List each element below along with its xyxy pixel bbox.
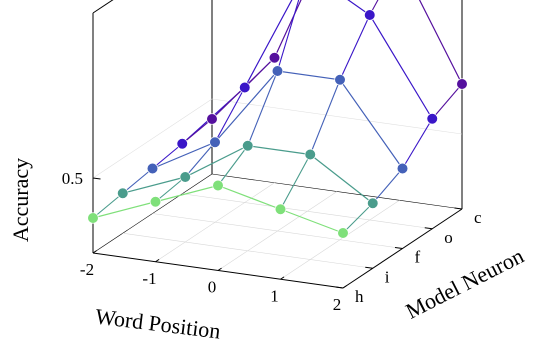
x-tick-mark <box>92 250 97 254</box>
data-point-f <box>271 65 284 77</box>
y-tick-label: c <box>474 208 482 227</box>
data-point-h <box>337 227 349 239</box>
cross-line <box>431 83 463 120</box>
cross-line <box>342 202 374 234</box>
z-tick-mark <box>92 177 101 180</box>
y-tick-label: o <box>444 228 453 247</box>
tick-labels: -2 -1 0 1 2 h i f o c 0.5 <box>62 169 482 314</box>
cross-line <box>214 87 246 143</box>
floor-grid-line <box>280 200 400 280</box>
x-tick-label: -2 <box>80 260 94 279</box>
data-point-h <box>212 179 224 192</box>
top-left-edge <box>92 0 114 14</box>
y-tick-mark <box>365 266 373 269</box>
x-tick-label: 1 <box>270 286 279 305</box>
z-grid-line <box>211 98 463 135</box>
y-tick-label: f <box>415 248 421 267</box>
cross-line <box>369 0 379 16</box>
cross-line <box>276 0 300 72</box>
data-point-h <box>149 196 162 208</box>
cross-line <box>372 168 403 204</box>
x-tick-mark <box>217 267 222 271</box>
data-point-i <box>304 148 316 161</box>
cross-line <box>309 79 341 155</box>
data-point-i <box>242 140 254 152</box>
data-point-o <box>239 81 251 94</box>
y-tick-mark <box>394 246 403 249</box>
data-point-i <box>367 197 379 209</box>
cross-line <box>402 118 433 169</box>
data-points <box>87 9 468 239</box>
series-lines <box>92 0 463 234</box>
y-tick-label: i <box>385 267 390 286</box>
cross-line <box>155 176 186 203</box>
cross-line <box>152 143 183 169</box>
data-point-h <box>274 203 287 215</box>
data-point-c <box>268 52 281 64</box>
z-grid-line <box>92 98 213 179</box>
y-tick-label: h <box>355 287 364 306</box>
cross-line <box>181 118 213 145</box>
cross-lines <box>92 0 463 234</box>
data-point-i <box>179 171 191 183</box>
data-point-c <box>206 113 218 125</box>
data-point-i <box>117 187 129 199</box>
y-tick-mark <box>454 207 463 210</box>
cross-line <box>247 70 279 146</box>
data-point-c <box>456 78 468 90</box>
z-tick-label: 0.5 <box>62 169 83 188</box>
series-line-o <box>181 0 433 145</box>
x-tick-mark <box>280 276 285 280</box>
floor-grid-line <box>182 193 433 230</box>
z-axis-title: Accuracy <box>8 158 33 242</box>
data-point-f <box>209 136 221 148</box>
x-tick-mark <box>155 258 160 263</box>
front-axes <box>92 177 463 289</box>
cross-line <box>339 14 371 80</box>
cross-line <box>184 141 216 178</box>
data-point-o <box>176 138 188 150</box>
data-point-f <box>146 162 159 175</box>
floor-grid-line <box>152 213 403 249</box>
x-axis-title: Word Position <box>94 303 222 343</box>
series-line-h <box>92 184 344 234</box>
cross-line <box>280 154 311 210</box>
data-point-o <box>426 113 438 125</box>
data-point-o <box>364 9 376 21</box>
y-tick-mark <box>424 227 433 230</box>
cross-line <box>217 145 249 186</box>
cross-line <box>244 57 275 88</box>
y-axis-title: Model Neuron <box>401 243 527 324</box>
grid-lines <box>92 98 463 280</box>
cross-line <box>122 168 153 194</box>
x-tick-label: -1 <box>142 269 156 288</box>
data-point-h <box>87 212 99 224</box>
x-tick-label: 2 <box>333 295 342 314</box>
cross-line <box>92 192 124 219</box>
y-tick-mark <box>335 286 344 289</box>
x-tick-mark <box>342 285 347 289</box>
data-point-f <box>334 74 346 86</box>
series-line-i <box>122 145 374 204</box>
series-line-f <box>152 70 403 170</box>
series-line-c <box>211 0 463 120</box>
data-point-f <box>396 162 409 175</box>
x-tick-label: 0 <box>208 278 217 297</box>
